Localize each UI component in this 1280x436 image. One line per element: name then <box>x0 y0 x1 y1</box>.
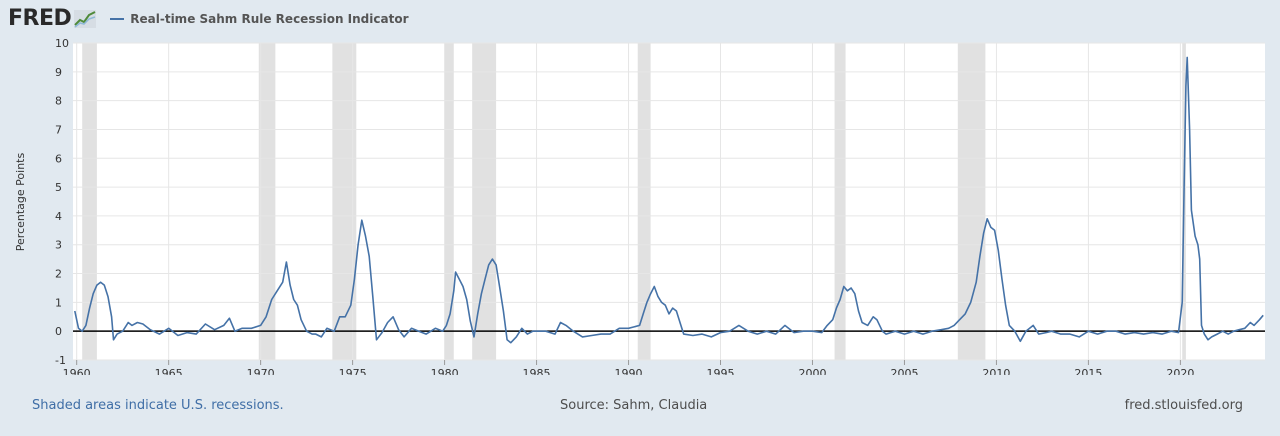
y-tick-label: 1 <box>55 296 62 309</box>
y-tick-label: 5 <box>55 181 62 194</box>
y-tick-label: 2 <box>55 268 62 281</box>
y-tick-label: 3 <box>55 239 62 252</box>
legend: Real-time Sahm Rule Recession Indicator <box>110 12 409 26</box>
x-axis-ticks: 1960 1965 1970 1975 1980 1985 1990 1995 2000 2005… <box>63 360 1194 380</box>
x-tick-label: 1980 <box>431 367 459 375</box>
site-link[interactable]: fred.stlouisfed.org <box>1124 398 1243 413</box>
chart-area: -1 0 1 2 3 4 5 6 7 8 9 10 1960 1965 1970 1975 1980 1985 1… <box>0 30 1280 380</box>
x-tick-label: 1995 <box>707 367 735 375</box>
recession-band <box>472 43 497 360</box>
recession-band <box>957 43 986 360</box>
x-tick-label: 2020 <box>1166 367 1194 375</box>
series-line <box>74 56 1264 344</box>
x-tick-label: 1960 <box>63 367 91 375</box>
y-axis-ticks: -1 0 1 2 3 4 5 6 7 8 9 10 <box>55 37 69 367</box>
x-tick-label: 1965 <box>155 367 183 375</box>
fred-logo[interactable]: FRED <box>8 6 72 31</box>
recession-band <box>82 43 97 360</box>
y-tick-label: 10 <box>55 37 69 50</box>
fred-logo-graph-icon <box>74 10 97 28</box>
recession-band <box>444 43 454 360</box>
source-note: Source: Sahm, Claudia <box>560 398 708 413</box>
y-tick-label: 4 <box>55 210 62 223</box>
legend-series-label[interactable]: Real-time Sahm Rule Recession Indicator <box>130 12 409 26</box>
x-tick-label: 2010 <box>982 367 1010 375</box>
y-tick-label: 8 <box>55 95 62 108</box>
recession-bands <box>82 43 1186 360</box>
y-tick-label: 0 <box>55 325 62 338</box>
x-tick-label: 1970 <box>247 367 275 375</box>
recession-band <box>332 43 357 360</box>
recession-band <box>834 43 846 360</box>
series-line-group <box>74 56 1264 344</box>
y-tick-label: 6 <box>55 152 62 165</box>
x-tick-label: 1985 <box>523 367 551 375</box>
y-tick-label: -1 <box>55 354 66 367</box>
recession-band <box>258 43 276 360</box>
x-tick-label: 2000 <box>798 367 826 375</box>
y-axis-label: Percentage Points <box>14 153 27 252</box>
y-tick-label: 9 <box>55 66 62 79</box>
x-tick-label: 2005 <box>890 367 918 375</box>
x-tick-label: 1990 <box>615 367 643 375</box>
x-tick-label: 2015 <box>1074 367 1102 375</box>
y-tick-label: 7 <box>55 123 62 136</box>
recession-note[interactable]: Shaded areas indicate U.S. recessions. <box>32 398 284 413</box>
legend-swatch <box>110 18 125 20</box>
x-tick-label: 1975 <box>339 367 367 375</box>
chart-header: FRED Real-time Sahm Rule Recession Indic… <box>8 6 409 32</box>
recession-band <box>637 43 651 360</box>
